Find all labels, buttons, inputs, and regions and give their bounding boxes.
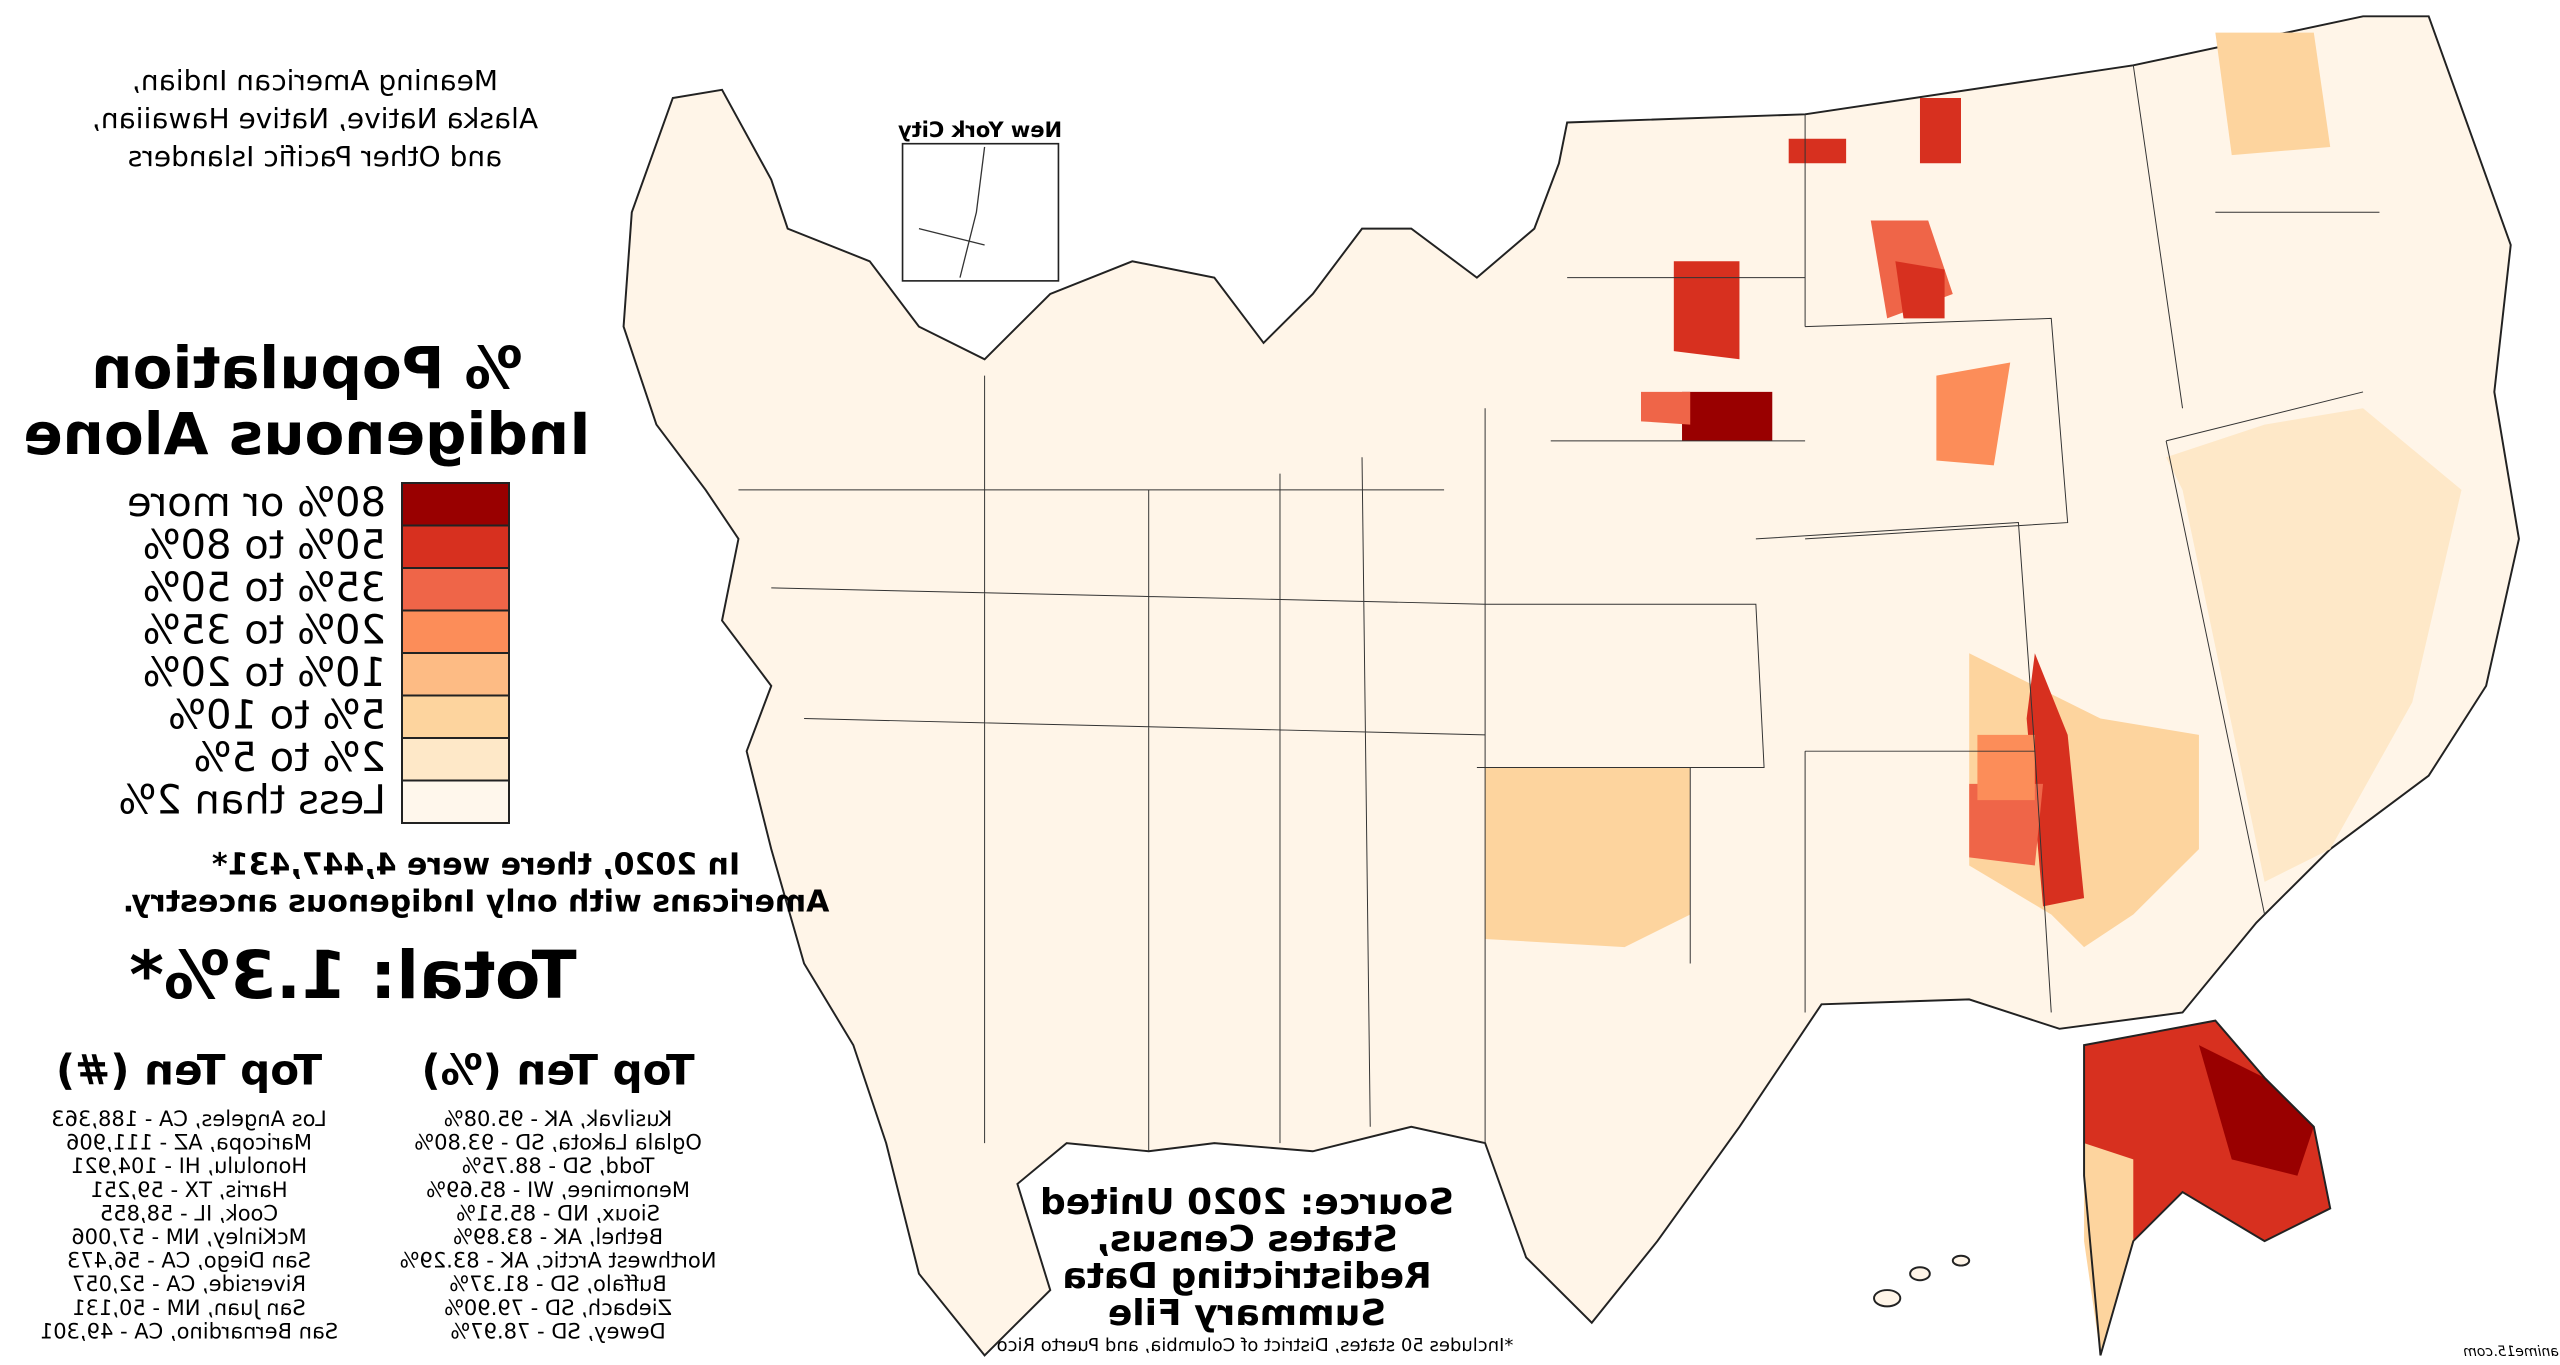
alaska — [2083, 1019, 2332, 1356]
shaded-region — [1936, 362, 2011, 466]
list-item: Harris, TX - 59,251 — [90, 1178, 287, 1202]
list-item: San Juan, NM - 50,131 — [72, 1296, 305, 1320]
shaded-region — [1682, 391, 1773, 441]
text-layer: Meaning American Indian, Alaska Native, N… — [23, 64, 2559, 1360]
map — [622, 15, 2520, 1357]
list-item: San Bernardino, CA - 49,301 — [40, 1319, 338, 1343]
legend-swatch — [401, 779, 510, 824]
legend-swatch — [401, 482, 510, 527]
legend-title: % Population — [91, 334, 522, 402]
list-item: Dewey, SD - 78.97% — [450, 1319, 665, 1343]
inset-label: New York City — [898, 118, 1063, 142]
list-item: Todd, SD - 88.75% — [462, 1154, 656, 1178]
list-item: Bethel, AK - 83.89% — [453, 1225, 663, 1249]
shaded-region — [1673, 261, 1740, 360]
us-outline — [622, 15, 2520, 1357]
list-item: Kusilvak, AK - 95.08% — [444, 1107, 673, 1131]
list-item: Buffalo, SD - 81.37% — [449, 1272, 667, 1296]
note-line: Alaska Native, Native Hawaiian, — [92, 102, 538, 135]
list-item: Maricopa, AZ - 111,906 — [66, 1131, 312, 1155]
shaded-region — [1788, 138, 1847, 164]
list-item: Oglala Lakota, SD - 93.80% — [414, 1131, 702, 1155]
source-line: States Census, — [1096, 1219, 1398, 1260]
shaded-region — [1895, 261, 1945, 319]
footnote: *Includes 50 states, District of Columbi… — [997, 1335, 1514, 1356]
legend-label: 10% to 20% — [143, 650, 386, 696]
legend-swatch — [401, 694, 510, 739]
legend-label: Less than 2% — [118, 778, 386, 824]
source-line: Summary File — [1108, 1293, 1386, 1334]
shaded-region — [1485, 767, 1691, 948]
note-line: and Other Pacific Islanders — [128, 140, 503, 173]
hawaii-island — [1909, 1266, 1931, 1282]
statement-line: Americans with only Indigenous ancestry. — [123, 885, 830, 920]
legend-label: 35% to 50% — [143, 565, 386, 611]
watermark: anime15.com — [2463, 1344, 2559, 1360]
legend-label: 20% to 35% — [143, 608, 386, 654]
legend-label: 80% or more — [127, 480, 386, 526]
nyc-inset-shore — [918, 146, 986, 278]
list-item: Cook, IL - 58,855 — [100, 1201, 278, 1225]
shaded-region — [1977, 734, 2035, 801]
list-item: Riverside, CA - 52,057 — [72, 1272, 306, 1296]
source-line: Source: 2020 United — [1040, 1182, 1454, 1223]
legend-swatch — [401, 737, 510, 782]
list-item: Menominee, WI - 85.69% — [426, 1178, 690, 1202]
list-item: San Diego, CA - 56,473 — [67, 1249, 311, 1273]
shaded-region — [1641, 391, 1691, 425]
note-line: Meaning American Indian, — [132, 64, 498, 97]
shaded-region — [2215, 32, 2331, 156]
list-item: Los Angeles, CA - 188,363 — [51, 1107, 327, 1131]
total: Total: 1.3%* — [129, 937, 576, 1014]
shaded-region — [2166, 408, 2462, 882]
hawaii-island — [1873, 1289, 1902, 1308]
list-item: Sioux, ND - 85.51% — [456, 1201, 660, 1225]
legend-label: 5% to 10% — [168, 693, 386, 739]
list-title: Top Ten (#) — [56, 1046, 322, 1095]
legend-swatch — [401, 609, 510, 654]
shaded-region — [1969, 653, 2199, 948]
legend-title: Indigenous Alone — [23, 400, 591, 468]
list-item: Northwest Arctic, AK - 83.29% — [400, 1249, 717, 1273]
list-item: McKinley, NM - 57,006 — [71, 1225, 306, 1249]
legend-swatch — [401, 567, 510, 612]
shaded-region — [1969, 783, 2044, 866]
nyc-inset — [901, 142, 1060, 282]
shaded-region — [1919, 97, 1961, 164]
statement-line: In 2020, there were 4,447,431* — [212, 848, 740, 883]
hawaii-island — [1951, 1254, 1971, 1267]
source-line: Redistricting Data — [1062, 1256, 1431, 1297]
list-item: Honolulu, HI - 104,921 — [71, 1154, 307, 1178]
legend-label: 50% to 80% — [143, 523, 386, 569]
list-title: Top Ten (%) — [421, 1046, 694, 1095]
legend-swatch — [401, 524, 510, 569]
list-item: Ziebach, SD - 79.90% — [444, 1296, 672, 1320]
legend-label: 2% to 5% — [194, 735, 387, 781]
shaded-region — [2198, 1045, 2314, 1176]
state-borders — [738, 65, 2380, 1152]
legend-swatch — [401, 652, 510, 697]
